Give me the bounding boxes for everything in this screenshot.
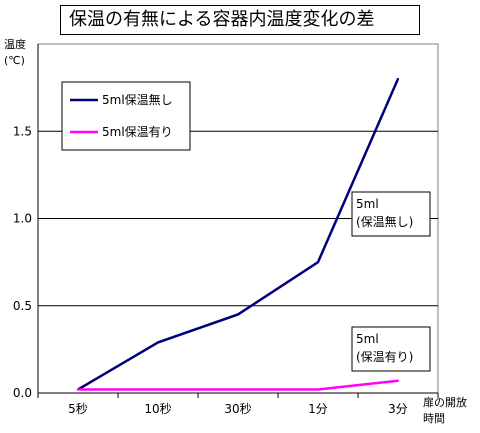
y-axis-label: (℃) <box>4 54 25 67</box>
y-axis-label: 温度 <box>4 37 26 51</box>
data-point <box>237 388 239 391</box>
annotation-label: 5ml <box>356 332 379 346</box>
chart-title: 保温の有無による容器内温度変化の差 <box>60 5 420 35</box>
y-tick-label: 0.0 <box>13 386 32 400</box>
data-point <box>157 341 159 344</box>
annotation-label: (保温無し) <box>356 214 413 229</box>
x-tick-label: 30秒 <box>224 402 251 416</box>
annotation-label: 5ml <box>356 197 379 211</box>
y-tick-label: 0.5 <box>13 299 32 313</box>
annotation-box <box>351 326 431 372</box>
data-point <box>157 388 159 391</box>
x-tick-label: 10秒 <box>144 402 171 416</box>
legend-label: 5ml保温無し <box>102 92 173 107</box>
y-tick-label: 1.5 <box>13 124 32 138</box>
x-tick-label: 5秒 <box>68 402 88 416</box>
x-axis-label: 扉の開放 <box>423 395 467 409</box>
legend <box>61 81 191 151</box>
legend-label: 5ml保温有り <box>102 125 173 139</box>
x-axis-label: 時間 <box>423 412 445 425</box>
annotation-box <box>351 191 431 237</box>
data-point <box>237 313 239 316</box>
data-point <box>397 379 399 382</box>
annotation-label: (保温有り) <box>356 350 413 364</box>
data-point <box>317 388 319 391</box>
data-point <box>77 388 79 391</box>
data-point <box>317 261 319 264</box>
y-tick-label: 1.0 <box>13 212 32 226</box>
data-point <box>397 77 399 80</box>
x-tick-label: 1分 <box>308 402 328 416</box>
x-tick-label: 3分 <box>388 402 408 416</box>
